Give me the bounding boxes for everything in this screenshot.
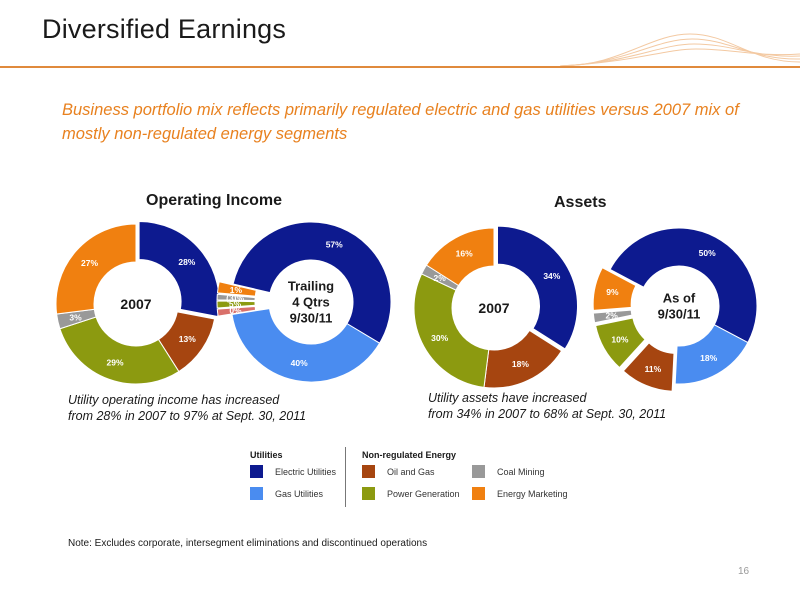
- subtitle: Business portfolio mix reflects primaril…: [62, 101, 739, 143]
- slice-label: 13%: [179, 334, 196, 344]
- operating-income-heading: Operating Income: [146, 192, 283, 209]
- assets-caption-line-2: from 34% in 2007 to 68% at Sept. 30, 201…: [428, 407, 667, 421]
- slice-oil-and-gas: [622, 342, 675, 392]
- legend-item-energy-marketing: Energy Marketing: [472, 487, 568, 500]
- donut-assets-2011: 50% 18% 11% 10% 2% 9% As of9/30/11: [592, 227, 758, 392]
- slice-gas-utilities: [231, 307, 381, 383]
- slice-label: 2%: [434, 273, 447, 283]
- center-label: 9/30/11: [290, 311, 333, 326]
- legend-item-oil-and-gas: Oil and Gas: [362, 465, 435, 478]
- center-label: 2007: [478, 300, 509, 316]
- center-label: 4 Qtrs: [292, 295, 330, 310]
- slice-power-generation: [413, 273, 490, 388]
- slice-label: 34%: [543, 271, 560, 281]
- center-label: As of: [663, 291, 696, 306]
- center-label: 2007: [120, 296, 151, 312]
- legend-item-electric-utilities: Electric Utilities: [250, 465, 336, 478]
- legend-label-power-generation: Power Generation: [387, 488, 460, 499]
- donut-assets-2007: 34% 18% 30% 2% 16% 2007: [413, 225, 579, 389]
- slice-label: 2%: [606, 310, 619, 320]
- slice-electric-utilities: [609, 227, 758, 344]
- legend-utilities-heading: Utilities: [250, 450, 283, 460]
- slice-electric-utilities: [497, 225, 579, 350]
- legend-divider: [345, 447, 346, 507]
- slice-label: 1%: [230, 285, 243, 295]
- legend-label-electric-utilities: Electric Utilities: [275, 466, 337, 477]
- page-number: 16: [738, 566, 750, 577]
- operating-income-caption-line-1: Utility operating income has increased: [68, 393, 280, 407]
- slice-label: 27%: [81, 258, 98, 268]
- slice-power-generation: [59, 316, 180, 385]
- slice-coal-mining: [216, 293, 256, 302]
- center-label: Trailing: [288, 279, 334, 294]
- legend-label-oil-and-gas: Oil and Gas: [387, 466, 435, 477]
- slice-label: 0%: [229, 306, 242, 316]
- legend-swatch-power-generation: [362, 487, 375, 500]
- legend-label-coal-mining: Coal Mining: [497, 466, 545, 477]
- legend-item-gas-utilities: Gas Utilities: [250, 487, 323, 500]
- footnote: Note: Excludes corporate, intersegment e…: [68, 538, 428, 549]
- center-label: 9/30/11: [658, 307, 701, 322]
- page-title: Diversified Earnings: [42, 14, 287, 44]
- legend-item-power-generation: Power Generation: [362, 487, 460, 500]
- legend-swatch-electric-utilities: [250, 465, 263, 478]
- slice-energy-marketing-negative: [216, 305, 257, 317]
- slice-label: 29%: [106, 357, 123, 367]
- slice-coal-mining: [592, 309, 633, 324]
- slice-power-generation: [595, 317, 646, 369]
- slice-label: 3%: [69, 313, 82, 323]
- slice-gas-utilities: [674, 324, 749, 385]
- slice-label: 9%: [606, 287, 619, 297]
- slice-energy-marketing: [216, 281, 257, 297]
- slice-label: 28%: [178, 257, 195, 267]
- assets-caption-line-1: Utility assets have increased: [428, 391, 587, 405]
- donut-operating-income-2007: 28% 13% 29% 3% 27% 2007: [55, 220, 220, 385]
- assets-caption: Utility assets have increased from 34% i…: [428, 390, 666, 422]
- assets-heading: Assets: [554, 194, 607, 211]
- legend-swatch-oil-and-gas: [362, 465, 375, 478]
- slice-energy-marketing: [55, 223, 137, 315]
- title-divider: [0, 66, 800, 68]
- operating-income-caption: Utility operating income has increased f…: [68, 392, 306, 424]
- slice-label: 18%: [700, 353, 717, 363]
- legend-swatch-gas-utilities: [250, 487, 263, 500]
- slice-label: 50%: [699, 248, 716, 258]
- slice-label: 30%: [431, 333, 448, 343]
- slice-label: 10%: [611, 335, 628, 345]
- legend-label-energy-marketing: Energy Marketing: [497, 488, 568, 499]
- slice-label: 5%: [229, 299, 242, 309]
- decorative-waves: [560, 33, 800, 67]
- legend-item-coal-mining: Coal Mining: [472, 465, 545, 478]
- slice-electric-utilities: [232, 221, 392, 344]
- legend-swatch-coal-mining: [472, 465, 485, 478]
- slice-power-generation: [216, 300, 256, 309]
- slice-label: 40%: [291, 358, 308, 368]
- operating-income-caption-line-2: from 28% in 2007 to 97% at Sept. 30, 201…: [68, 409, 307, 423]
- slice-label: 16%: [456, 249, 473, 259]
- legend-swatch-energy-marketing: [472, 487, 485, 500]
- slice-label: (3)%: [226, 293, 244, 303]
- slice-energy-marketing: [592, 267, 637, 311]
- slice-label: 57%: [326, 240, 343, 250]
- slice-energy-marketing: [425, 227, 495, 287]
- slice-label: 11%: [645, 364, 662, 374]
- legend-label-gas-utilities: Gas Utilities: [275, 488, 324, 499]
- slice-label: 18%: [512, 359, 529, 369]
- legend-nonreg-heading: Non-regulated Energy: [362, 450, 457, 460]
